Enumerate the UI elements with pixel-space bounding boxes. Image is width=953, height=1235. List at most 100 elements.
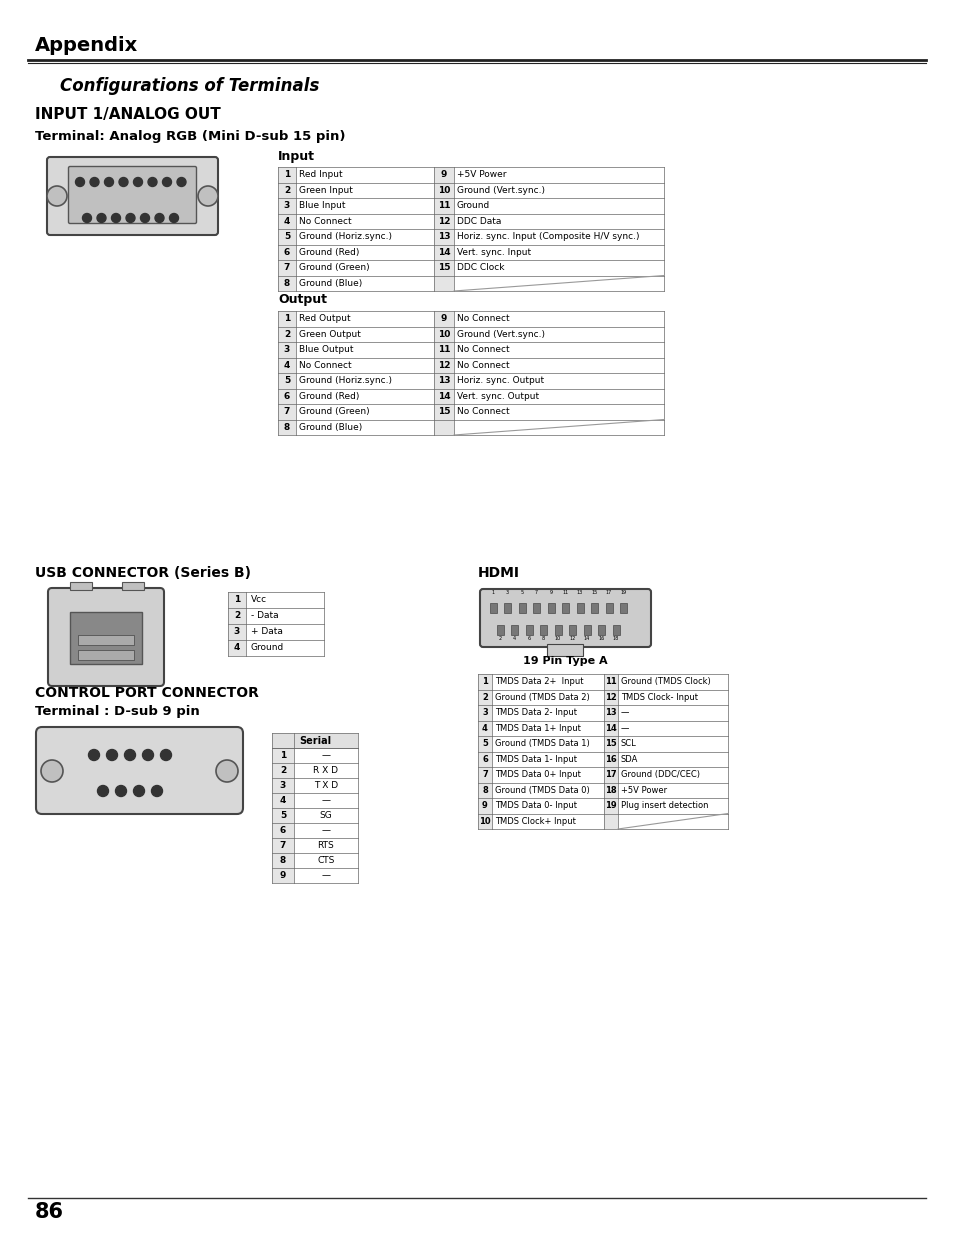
- Bar: [562, 603, 569, 613]
- Text: 5: 5: [279, 811, 286, 820]
- Text: 7: 7: [283, 263, 290, 272]
- Bar: [272, 823, 294, 839]
- Circle shape: [170, 214, 178, 222]
- Bar: [603, 814, 618, 829]
- Bar: [277, 198, 295, 214]
- Bar: [272, 839, 294, 853]
- Text: Ground (TMDS Data 0): Ground (TMDS Data 0): [495, 785, 589, 795]
- Text: Vert. sync. Input: Vert. sync. Input: [456, 248, 531, 257]
- FancyBboxPatch shape: [69, 167, 196, 224]
- Text: 17: 17: [605, 590, 612, 595]
- Text: HDMI: HDMI: [477, 566, 519, 580]
- Bar: [70, 613, 142, 664]
- Bar: [605, 603, 613, 613]
- Bar: [434, 311, 454, 326]
- Text: 2: 2: [284, 185, 290, 195]
- Text: Configurations of Terminals: Configurations of Terminals: [60, 77, 319, 95]
- Bar: [272, 763, 294, 778]
- Text: Terminal: Analog RGB (Mini D-sub 15 pin): Terminal: Analog RGB (Mini D-sub 15 pin): [35, 130, 345, 143]
- Bar: [603, 705, 618, 720]
- Text: SG: SG: [319, 811, 332, 820]
- Text: 12: 12: [604, 693, 617, 701]
- Text: —: —: [321, 871, 330, 881]
- Text: 5: 5: [481, 740, 487, 748]
- Text: 1: 1: [279, 751, 286, 760]
- Text: 11: 11: [437, 201, 450, 210]
- Bar: [603, 752, 618, 767]
- Text: CTS: CTS: [317, 856, 335, 864]
- Text: 18: 18: [612, 636, 618, 641]
- Bar: [228, 608, 246, 624]
- Text: Ground (TMDS Clock): Ground (TMDS Clock): [620, 677, 710, 687]
- Bar: [518, 603, 525, 613]
- Bar: [525, 625, 533, 635]
- Circle shape: [75, 178, 85, 186]
- Text: 1: 1: [284, 170, 290, 179]
- Text: 15: 15: [591, 590, 597, 595]
- Bar: [70, 582, 91, 590]
- Circle shape: [89, 750, 99, 761]
- Text: 4: 4: [283, 361, 290, 369]
- Text: 16: 16: [598, 636, 604, 641]
- Bar: [434, 228, 454, 245]
- Bar: [555, 625, 561, 635]
- Bar: [477, 674, 492, 689]
- Bar: [619, 603, 627, 613]
- Bar: [277, 342, 295, 357]
- Text: TMDS Clock- Input: TMDS Clock- Input: [620, 693, 698, 701]
- Circle shape: [90, 178, 99, 186]
- Text: +5V Power: +5V Power: [456, 170, 506, 179]
- Bar: [228, 592, 246, 608]
- Circle shape: [97, 214, 106, 222]
- Circle shape: [154, 214, 164, 222]
- Text: 13: 13: [437, 232, 450, 241]
- Bar: [490, 603, 497, 613]
- Text: 14: 14: [437, 391, 450, 400]
- Text: 9: 9: [481, 802, 487, 810]
- Bar: [272, 808, 294, 823]
- Bar: [272, 734, 357, 748]
- Bar: [277, 404, 295, 420]
- Text: - Data: - Data: [251, 611, 278, 620]
- Text: SDA: SDA: [620, 755, 638, 763]
- Bar: [569, 625, 576, 635]
- Text: 4: 4: [513, 636, 516, 641]
- Text: CONTROL PORT CONNECTOR: CONTROL PORT CONNECTOR: [35, 685, 258, 700]
- Text: Vcc: Vcc: [251, 595, 267, 604]
- Text: 4: 4: [481, 724, 487, 732]
- Text: Green Input: Green Input: [298, 185, 353, 195]
- Text: SCL: SCL: [620, 740, 636, 748]
- Text: 5: 5: [284, 377, 290, 385]
- Text: Ground (Vert.sync.): Ground (Vert.sync.): [456, 185, 544, 195]
- Text: —: —: [321, 751, 330, 760]
- Text: Plug insert detection: Plug insert detection: [620, 802, 708, 810]
- Bar: [603, 767, 618, 783]
- Bar: [277, 245, 295, 261]
- Text: + Data: + Data: [251, 627, 283, 636]
- FancyBboxPatch shape: [47, 157, 218, 235]
- Bar: [122, 582, 144, 590]
- Bar: [434, 214, 454, 228]
- Text: Ground (Blue): Ground (Blue): [298, 279, 362, 288]
- Text: Ground (Horiz.sync.): Ground (Horiz.sync.): [298, 377, 392, 385]
- Text: 14: 14: [604, 724, 617, 732]
- Text: 4: 4: [279, 797, 286, 805]
- Text: 4: 4: [233, 643, 240, 652]
- Circle shape: [115, 785, 127, 797]
- Text: 10: 10: [555, 636, 560, 641]
- Text: TMDS Data 1+ Input: TMDS Data 1+ Input: [495, 724, 580, 732]
- Text: 12: 12: [437, 217, 450, 226]
- Text: 11: 11: [604, 677, 617, 687]
- Text: No Connect: No Connect: [456, 361, 509, 369]
- Text: 15: 15: [604, 740, 617, 748]
- Text: 2: 2: [279, 766, 286, 776]
- Bar: [547, 603, 555, 613]
- Text: 8: 8: [284, 422, 290, 432]
- Bar: [434, 404, 454, 420]
- Text: 9: 9: [440, 170, 447, 179]
- Text: 17: 17: [604, 771, 617, 779]
- Text: 3: 3: [233, 627, 240, 636]
- Text: Ground (TMDS Data 2): Ground (TMDS Data 2): [495, 693, 589, 701]
- Bar: [583, 625, 590, 635]
- Circle shape: [107, 750, 117, 761]
